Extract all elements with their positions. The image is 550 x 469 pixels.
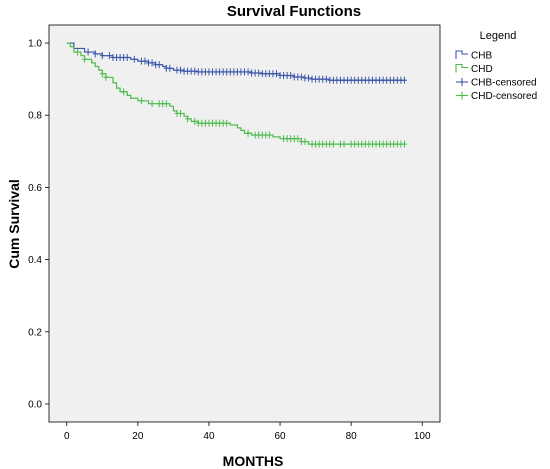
y-tick-label-2: 0.4: [28, 255, 42, 266]
censor-mark-chb-0: [85, 48, 91, 56]
censor-mark-chd-33: [295, 135, 301, 143]
censor-mark-chb-2: [99, 52, 105, 60]
legend-label: CHB-censored: [471, 78, 537, 89]
x-tick-label-0: 0: [64, 431, 70, 442]
y-tick-label-0: 0.0: [28, 399, 42, 410]
censor-mark-chb-82: [401, 76, 407, 84]
censor-mark-chb-17: [167, 64, 173, 72]
legend-entry-chb: CHB: [455, 50, 492, 62]
censor-mark-chd-11: [178, 109, 184, 117]
censor-mark-chd-12: [185, 115, 191, 123]
legend-entries: CHB CHD CHB-censored CHD-censored: [455, 50, 537, 102]
censor-mark-chd-6: [149, 100, 155, 108]
censor-mark-chd-5: [138, 97, 144, 105]
censor-mark-chb-3: [106, 52, 112, 60]
chart-title: Survival Functions: [227, 3, 361, 20]
censor-mark-chd-4: [121, 88, 127, 96]
censor-mark-chb-23: [192, 67, 198, 75]
censor-mark-chd-9: [163, 100, 169, 108]
plot-area: [48, 24, 441, 423]
censor-mark-chd-13: [192, 117, 198, 125]
y-tick-label-1: 0.2: [28, 327, 42, 338]
censor-mark-chb-60: [323, 75, 329, 83]
legend-swatch-step: [455, 63, 468, 73]
y-tick-label-3: 0.6: [28, 183, 42, 194]
censor-mark-chb-38: [245, 68, 251, 76]
legend-label: CHD: [471, 64, 493, 75]
x-tick-label-4: 80: [346, 431, 358, 442]
censor-mark-chd-1: [82, 55, 88, 63]
legend-title: Legend: [480, 30, 517, 42]
censor-mark-chd-35: [302, 138, 308, 146]
legend: Legend CHB CHD CHB-censored CHD-censored: [455, 30, 537, 102]
censor-mark-chd-22: [224, 119, 230, 127]
censor-mark-chb-15: [156, 61, 162, 69]
axes: 0 20 40 60 80 100 0.0 0.2 0.4 0.6 0.8 1.0: [28, 39, 431, 442]
censor-mark-chb-55: [305, 74, 311, 82]
legend-entry-chd-censored: CHD-censored: [456, 91, 537, 102]
censor-mark-chb-50: [288, 72, 294, 80]
x-tick-label-2: 40: [203, 431, 215, 442]
censor-mark-chd-44: [341, 140, 347, 148]
x-tick-label-3: 60: [274, 431, 286, 442]
censor-mark-chb-13: [149, 59, 155, 67]
series-layer: [66, 42, 407, 148]
censor-mark-chd-0: [74, 48, 80, 56]
censor-mark-chb-46: [273, 70, 279, 78]
x-tick-label-5: 100: [414, 431, 431, 442]
y-tick-label-4: 0.8: [28, 111, 42, 122]
censor-mark-chb-53: [298, 73, 304, 81]
censor-mark-chd-2: [99, 70, 105, 78]
censor-mark-chb-11: [142, 57, 148, 65]
legend-label: CHB: [471, 51, 492, 62]
censor-mark-chd-42: [330, 140, 336, 148]
censor-mark-chb-1: [92, 50, 98, 58]
x-axis-label: MONTHS: [223, 453, 284, 469]
censor-mark-chb-9: [131, 55, 137, 63]
censor-mark-chd-28: [266, 131, 272, 139]
y-axis-label: Cum Survival: [6, 179, 22, 268]
censor-mark-chd-60: [401, 140, 407, 148]
legend-label: CHD-censored: [471, 91, 537, 102]
y-tick-label-5: 1.0: [28, 39, 42, 50]
x-tick-label-1: 20: [132, 431, 144, 442]
legend-swatch-step: [455, 50, 468, 59]
censor-mark-chb-19: [178, 66, 184, 74]
legend-entry-chd: CHD: [455, 63, 493, 75]
legend-entry-chb-censored: CHB-censored: [456, 78, 537, 89]
censor-mark-chb-8: [124, 53, 130, 61]
censor-mark-chd-23: [245, 129, 251, 137]
censor-mark-chd-3: [103, 73, 109, 81]
censor-mark-chb-41: [256, 69, 262, 77]
